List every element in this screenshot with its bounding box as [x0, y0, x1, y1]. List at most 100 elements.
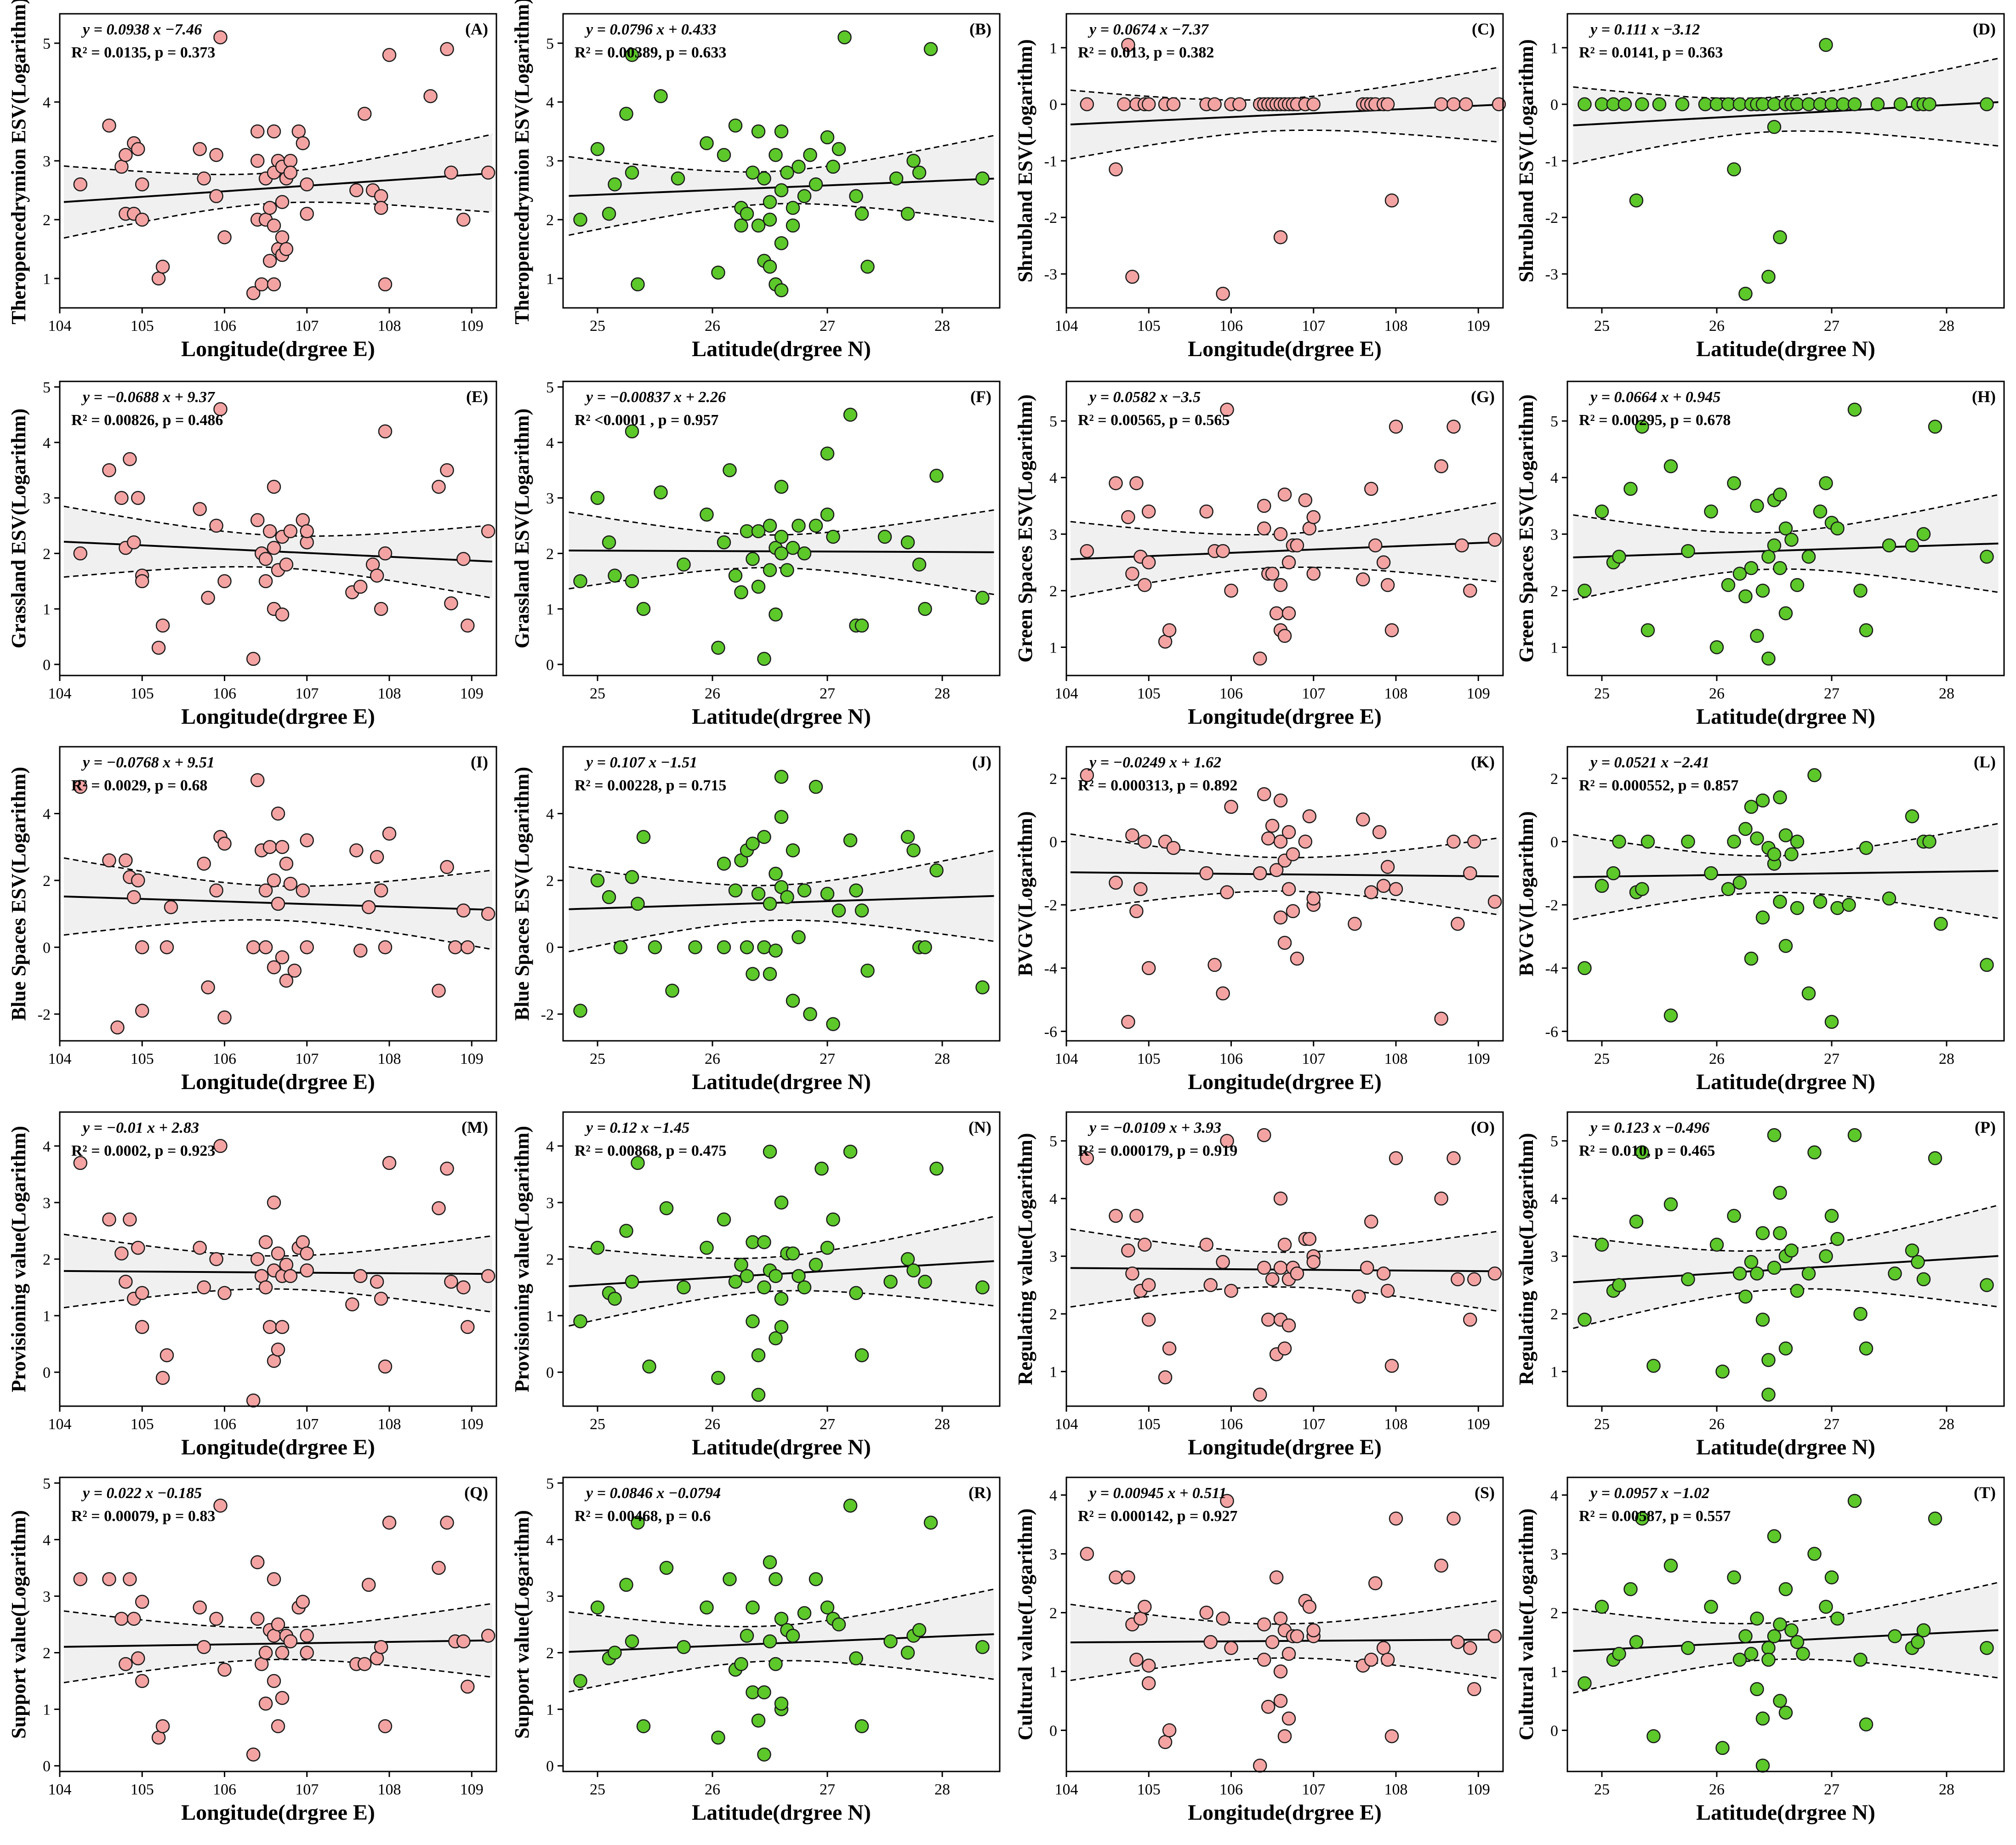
data-point: [300, 940, 314, 954]
data-point: [700, 507, 714, 522]
data-point: [763, 518, 777, 533]
data-point: [786, 993, 800, 1008]
data-point: [1199, 1606, 1213, 1620]
regression-equation: y = −0.0768 x + 9.51: [81, 754, 215, 771]
y-tick-label: 1: [1550, 639, 1558, 656]
data-point: [159, 1348, 174, 1362]
data-point: [757, 1747, 771, 1762]
data-point: [1727, 476, 1741, 490]
data-point: [1298, 493, 1313, 507]
data-point: [900, 206, 915, 221]
data-point: [826, 1212, 840, 1227]
data-point: [625, 870, 639, 884]
data-point: [250, 124, 265, 139]
data-point: [1277, 936, 1292, 950]
data-point: [1681, 1272, 1695, 1287]
data-point: [254, 277, 269, 292]
data-point: [279, 857, 294, 871]
data-point: [751, 1388, 766, 1402]
plot-frame: [1065, 746, 1504, 1042]
data-point: [590, 873, 605, 888]
data-point: [900, 535, 915, 550]
data-point: [906, 1263, 921, 1277]
data-point: [918, 602, 932, 616]
data-point: [1253, 651, 1267, 666]
data-point: [119, 1274, 133, 1289]
y-axis-label: Cultural value(Logarithm): [1515, 1509, 1538, 1741]
data-point: [602, 890, 616, 904]
plot-frame: [1566, 380, 2005, 676]
y-tick-label: 1: [1550, 40, 1558, 57]
data-point: [1459, 97, 1473, 112]
x-tick-label: 106: [1219, 685, 1243, 702]
data-point: [831, 1617, 846, 1632]
data-point: [1595, 879, 1609, 893]
data-point: [1847, 1493, 1862, 1508]
plot-frame: [59, 380, 497, 676]
data-point: [1796, 1646, 1810, 1661]
data-point: [1755, 910, 1770, 925]
data-point: [1141, 555, 1156, 570]
data-point: [728, 1274, 743, 1289]
data-point: [250, 773, 265, 787]
y-tick-label: 1: [1550, 1663, 1558, 1680]
panel-label: (A): [465, 20, 488, 38]
y-tick-label: 3: [546, 1588, 554, 1605]
data-point: [102, 463, 116, 477]
data-point: [440, 1516, 454, 1530]
data-point: [262, 840, 277, 854]
y-tick-label: 5: [43, 379, 51, 396]
data-point: [123, 1572, 137, 1586]
data-point: [209, 1612, 223, 1626]
data-point: [1778, 1705, 1793, 1720]
x-tick-label: 105: [1137, 1416, 1161, 1433]
y-tick-label: 1: [546, 271, 554, 288]
data-point: [1487, 1629, 1502, 1643]
regression-stats: R² = 0.000313, p = 0.892: [1078, 777, 1237, 794]
data-point: [1629, 1215, 1644, 1229]
data-point: [1790, 835, 1805, 849]
data-point: [734, 218, 748, 233]
x-tick-label: 25: [590, 1781, 605, 1798]
y-tick-label: 2: [546, 1251, 554, 1268]
y-axis-label: Grassland ESV(Logarithm): [511, 409, 533, 648]
x-tick-label: 106: [213, 318, 236, 335]
data-point: [1199, 504, 1213, 519]
panel-k: 104 105 106 107 108 109 -6 -4 -2 0 2 Longitude(drgr…: [1014, 746, 1504, 1094]
data-point: [357, 107, 372, 121]
data-point: [300, 833, 314, 847]
data-point: [912, 557, 927, 572]
data-point: [258, 940, 273, 954]
data-point: [740, 1269, 754, 1283]
data-point: [1306, 891, 1321, 906]
y-tick-label: 3: [546, 153, 554, 170]
data-point: [1306, 97, 1321, 112]
data-point: [763, 212, 777, 227]
panel-label: (K): [1471, 753, 1495, 771]
data-point: [481, 1629, 495, 1643]
data-point: [1265, 1272, 1280, 1287]
data-point: [671, 171, 685, 186]
data-point: [1306, 1623, 1321, 1638]
data-point: [1265, 818, 1280, 833]
data-point: [1928, 420, 1942, 434]
data-point: [774, 1612, 789, 1626]
data-point: [1434, 1558, 1448, 1573]
data-point: [1755, 1758, 1770, 1773]
data-point: [481, 907, 495, 921]
y-tick-label: 3: [43, 1588, 51, 1605]
panel-q: 104 105 106 107 108 109 0 1 2 3 4 5 Longitude(drgree…: [7, 1475, 497, 1825]
x-tick-label: 104: [1055, 1416, 1078, 1433]
confidence-band: [1573, 1205, 1999, 1328]
x-tick-label: 106: [1219, 318, 1243, 335]
data-point: [1928, 1151, 1942, 1165]
data-point: [1595, 1600, 1609, 1614]
data-point: [590, 1241, 605, 1255]
data-point: [1207, 958, 1222, 972]
confidence-band: [1573, 1582, 1999, 1693]
data-point: [258, 1646, 273, 1660]
data-point: [831, 142, 846, 156]
data-point: [740, 206, 754, 221]
data-point: [1253, 866, 1267, 880]
data-point: [267, 124, 281, 139]
